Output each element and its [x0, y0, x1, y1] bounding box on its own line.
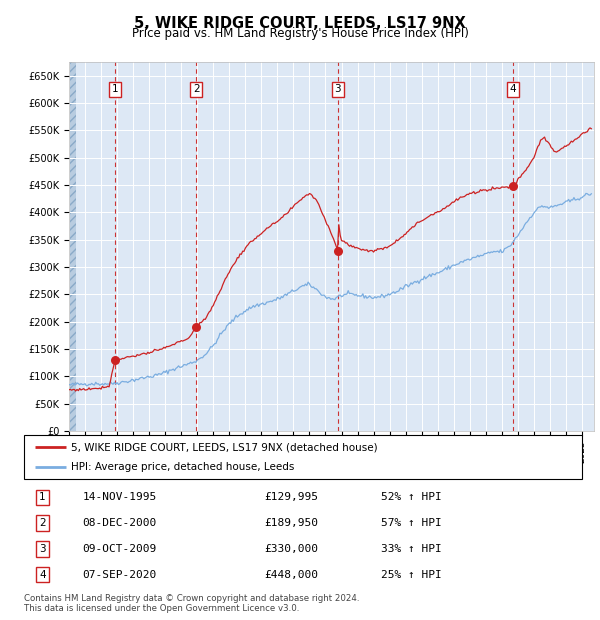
Text: 4: 4 — [509, 84, 516, 94]
Text: Price paid vs. HM Land Registry's House Price Index (HPI): Price paid vs. HM Land Registry's House … — [131, 27, 469, 40]
Text: 25% ↑ HPI: 25% ↑ HPI — [381, 570, 442, 580]
Text: 09-OCT-2009: 09-OCT-2009 — [83, 544, 157, 554]
Text: 07-SEP-2020: 07-SEP-2020 — [83, 570, 157, 580]
Text: 2: 2 — [39, 518, 46, 528]
Text: 3: 3 — [335, 84, 341, 94]
Text: 14-NOV-1995: 14-NOV-1995 — [83, 492, 157, 502]
Text: 08-DEC-2000: 08-DEC-2000 — [83, 518, 157, 528]
Text: 33% ↑ HPI: 33% ↑ HPI — [381, 544, 442, 554]
Text: 3: 3 — [39, 544, 46, 554]
Text: HPI: Average price, detached house, Leeds: HPI: Average price, detached house, Leed… — [71, 463, 295, 472]
Text: 52% ↑ HPI: 52% ↑ HPI — [381, 492, 442, 502]
Text: 4: 4 — [39, 570, 46, 580]
Text: 5, WIKE RIDGE COURT, LEEDS, LS17 9NX (detached house): 5, WIKE RIDGE COURT, LEEDS, LS17 9NX (de… — [71, 443, 378, 453]
Text: Contains HM Land Registry data © Crown copyright and database right 2024.: Contains HM Land Registry data © Crown c… — [24, 594, 359, 603]
Text: 1: 1 — [39, 492, 46, 502]
Text: 5, WIKE RIDGE COURT, LEEDS, LS17 9NX: 5, WIKE RIDGE COURT, LEEDS, LS17 9NX — [134, 16, 466, 31]
Text: 1: 1 — [112, 84, 118, 94]
Bar — [69, 62, 76, 431]
Text: £129,995: £129,995 — [264, 492, 318, 502]
FancyBboxPatch shape — [24, 435, 582, 479]
Text: 57% ↑ HPI: 57% ↑ HPI — [381, 518, 442, 528]
Text: £189,950: £189,950 — [264, 518, 318, 528]
Text: This data is licensed under the Open Government Licence v3.0.: This data is licensed under the Open Gov… — [24, 604, 299, 613]
Text: £330,000: £330,000 — [264, 544, 318, 554]
Text: 2: 2 — [193, 84, 200, 94]
Text: £448,000: £448,000 — [264, 570, 318, 580]
